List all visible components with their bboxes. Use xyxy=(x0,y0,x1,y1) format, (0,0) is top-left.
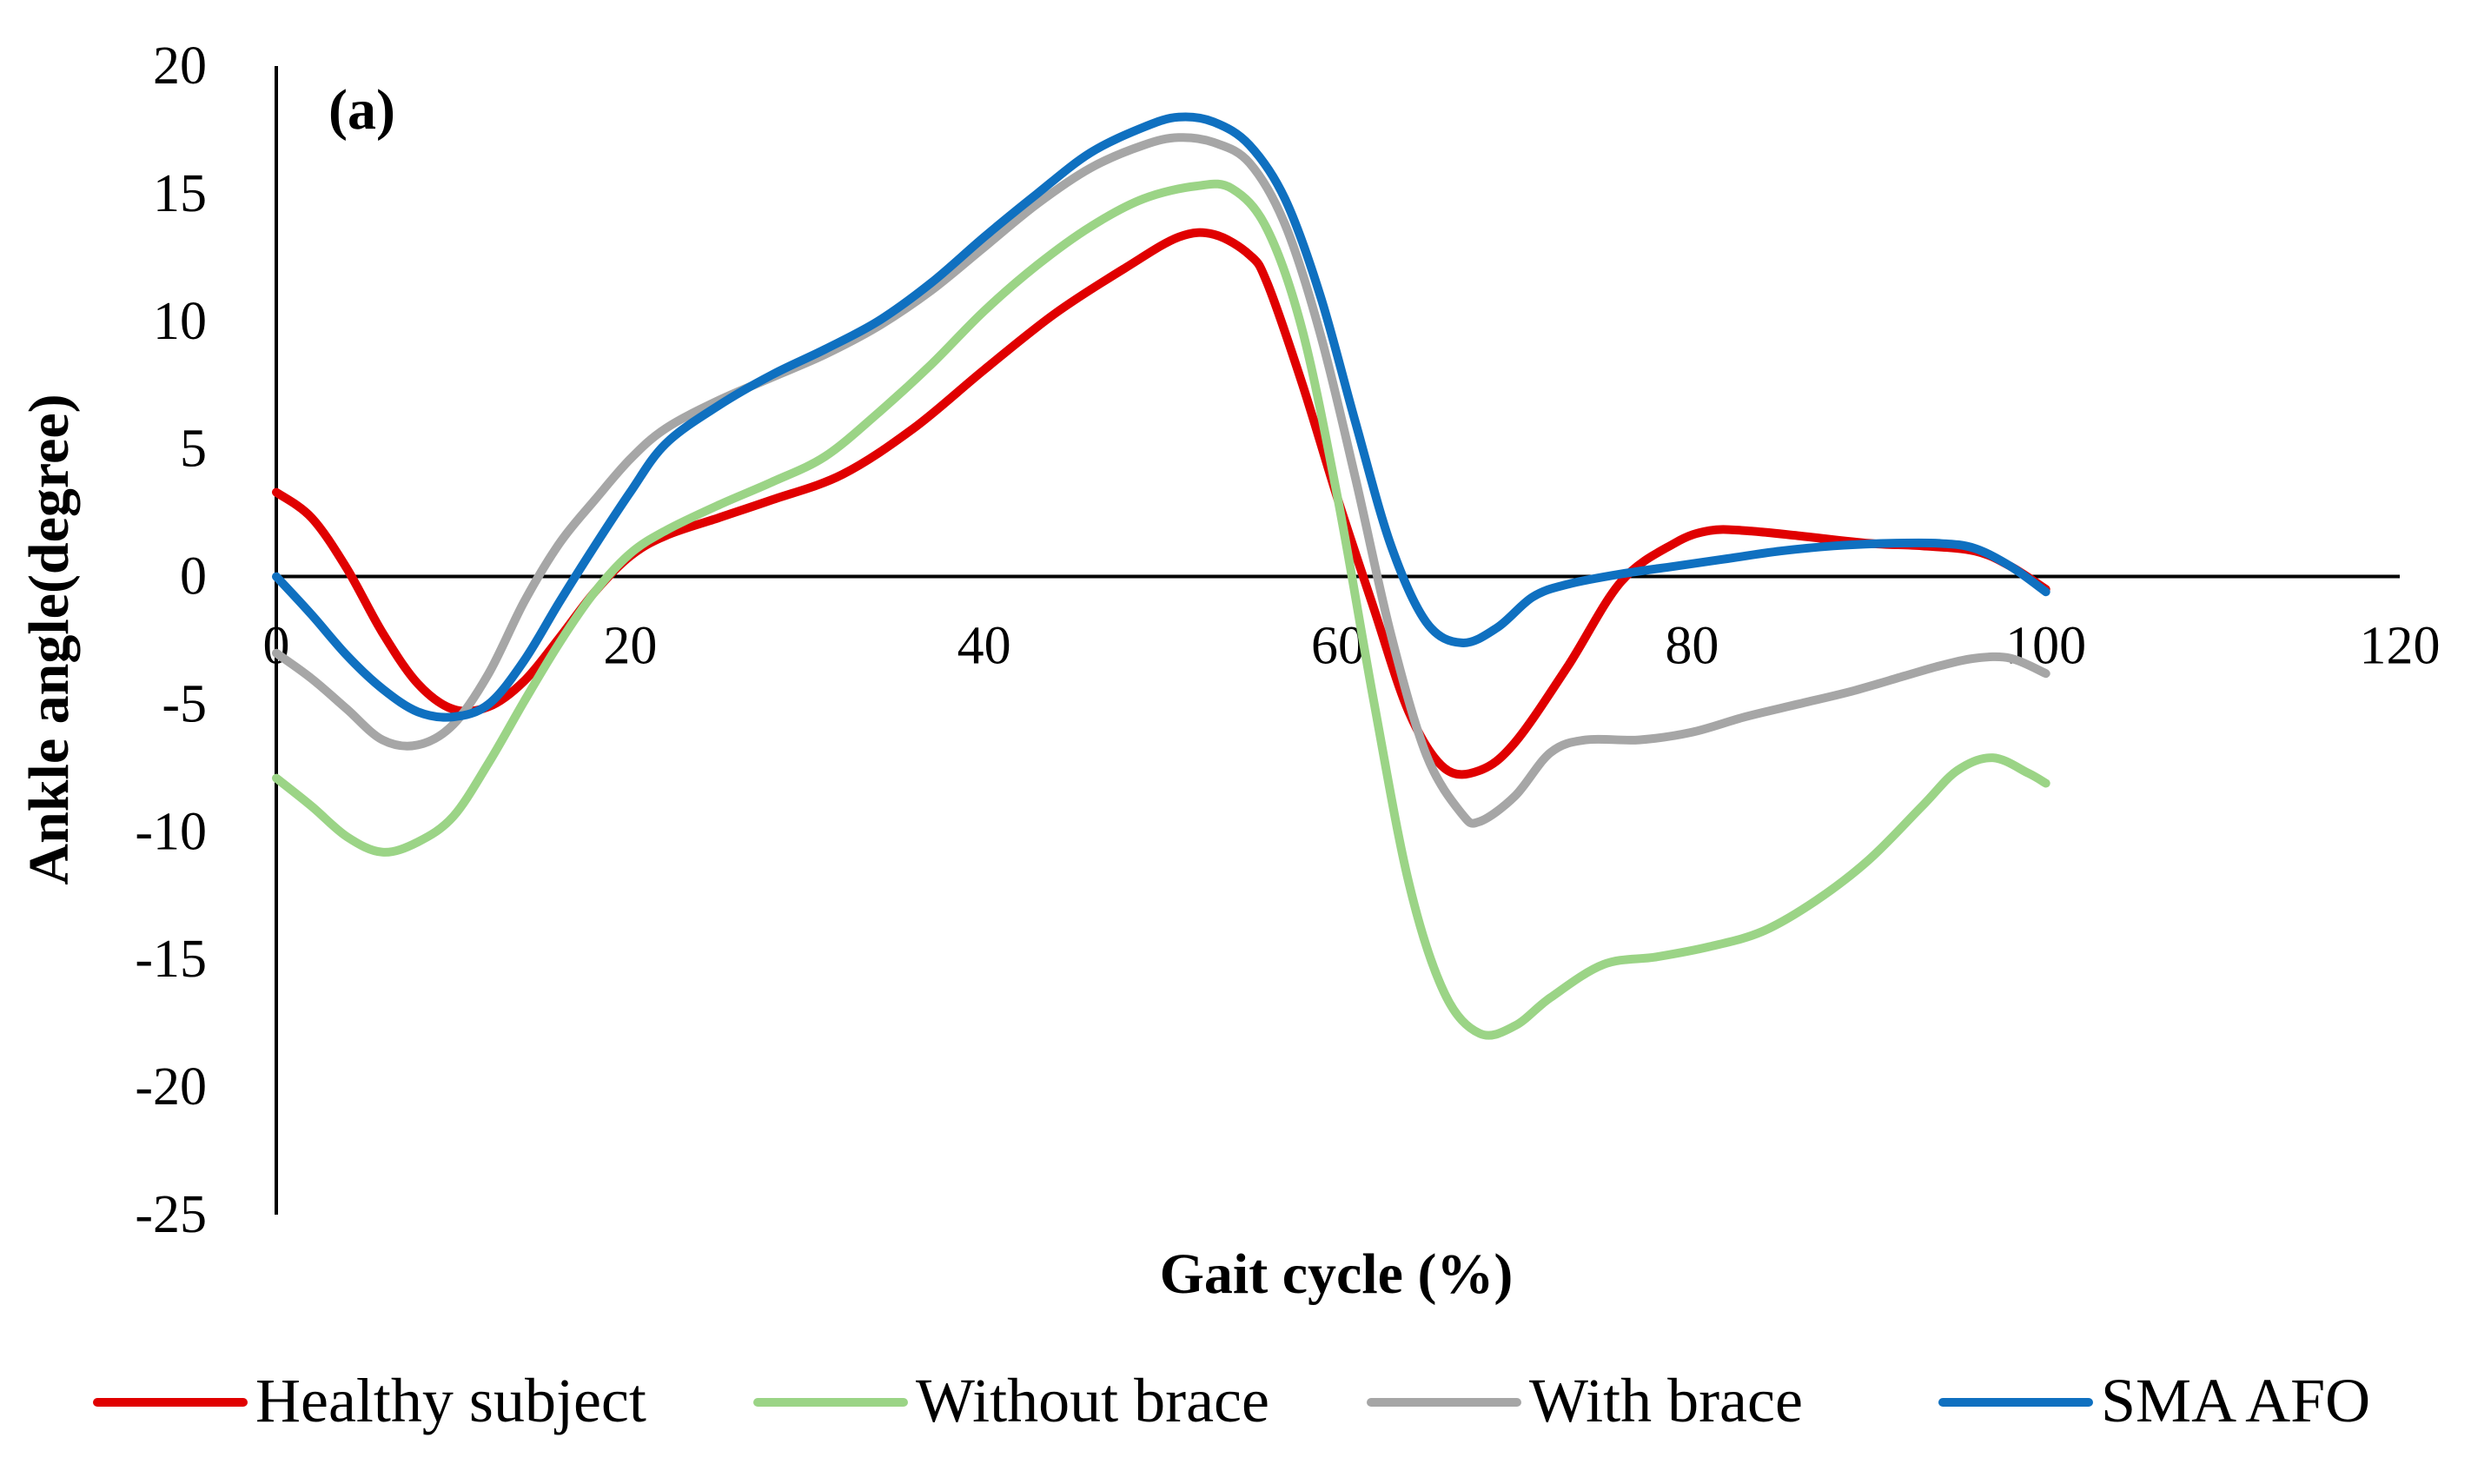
y-tick-label: 10 xyxy=(153,292,207,351)
x-tick-label: 0 xyxy=(263,617,290,676)
y-tick-label: 0 xyxy=(180,547,207,606)
legend-label-healthy-subject: Healthy subject xyxy=(255,1366,646,1435)
series-line-healthy-subject xyxy=(272,228,2050,779)
x-tick-label: 20 xyxy=(603,617,657,676)
y-tick-label: -10 xyxy=(135,802,207,861)
y-tick-label: -15 xyxy=(135,930,207,989)
y-tick-label: 15 xyxy=(153,164,207,223)
panel-label: (a) xyxy=(328,78,395,142)
series-line-sma-afo xyxy=(272,112,2050,722)
x-tick-label: 60 xyxy=(1311,617,1365,676)
series-layer xyxy=(272,112,2050,1040)
legend-label-without-brace: Without brace xyxy=(916,1366,1269,1435)
series-line-with-brace xyxy=(272,133,2050,828)
y-tick-label: -25 xyxy=(135,1185,207,1244)
y-tick-label: -5 xyxy=(162,674,207,733)
legend-label-with-brace: With brace xyxy=(1529,1366,1803,1435)
y-tick-label: 5 xyxy=(180,420,207,479)
x-tick-label: 40 xyxy=(957,617,1011,676)
y-tick-label: -20 xyxy=(135,1057,207,1116)
y-tick-label: 20 xyxy=(153,36,207,96)
x-tick-label: 100 xyxy=(2005,617,2086,676)
y-axis-title: Ankle angle(degree) xyxy=(17,394,81,884)
x-axis-title: Gait cycle (%) xyxy=(1160,1242,1514,1306)
x-tick-label: 120 xyxy=(2360,617,2441,676)
series-line-without-brace xyxy=(272,179,2050,1040)
legend-label-sma-afo: SMA AFO xyxy=(2101,1366,2370,1435)
x-tick-label: 80 xyxy=(1665,617,1719,676)
axes-layer: 20 15 10 5 0 -5 -10 -15 -20 -25 0 20 40 60 80 100 120 xyxy=(135,36,2440,1244)
legend: Healthy subject Without brace With brace SM… xyxy=(93,1366,2370,1435)
